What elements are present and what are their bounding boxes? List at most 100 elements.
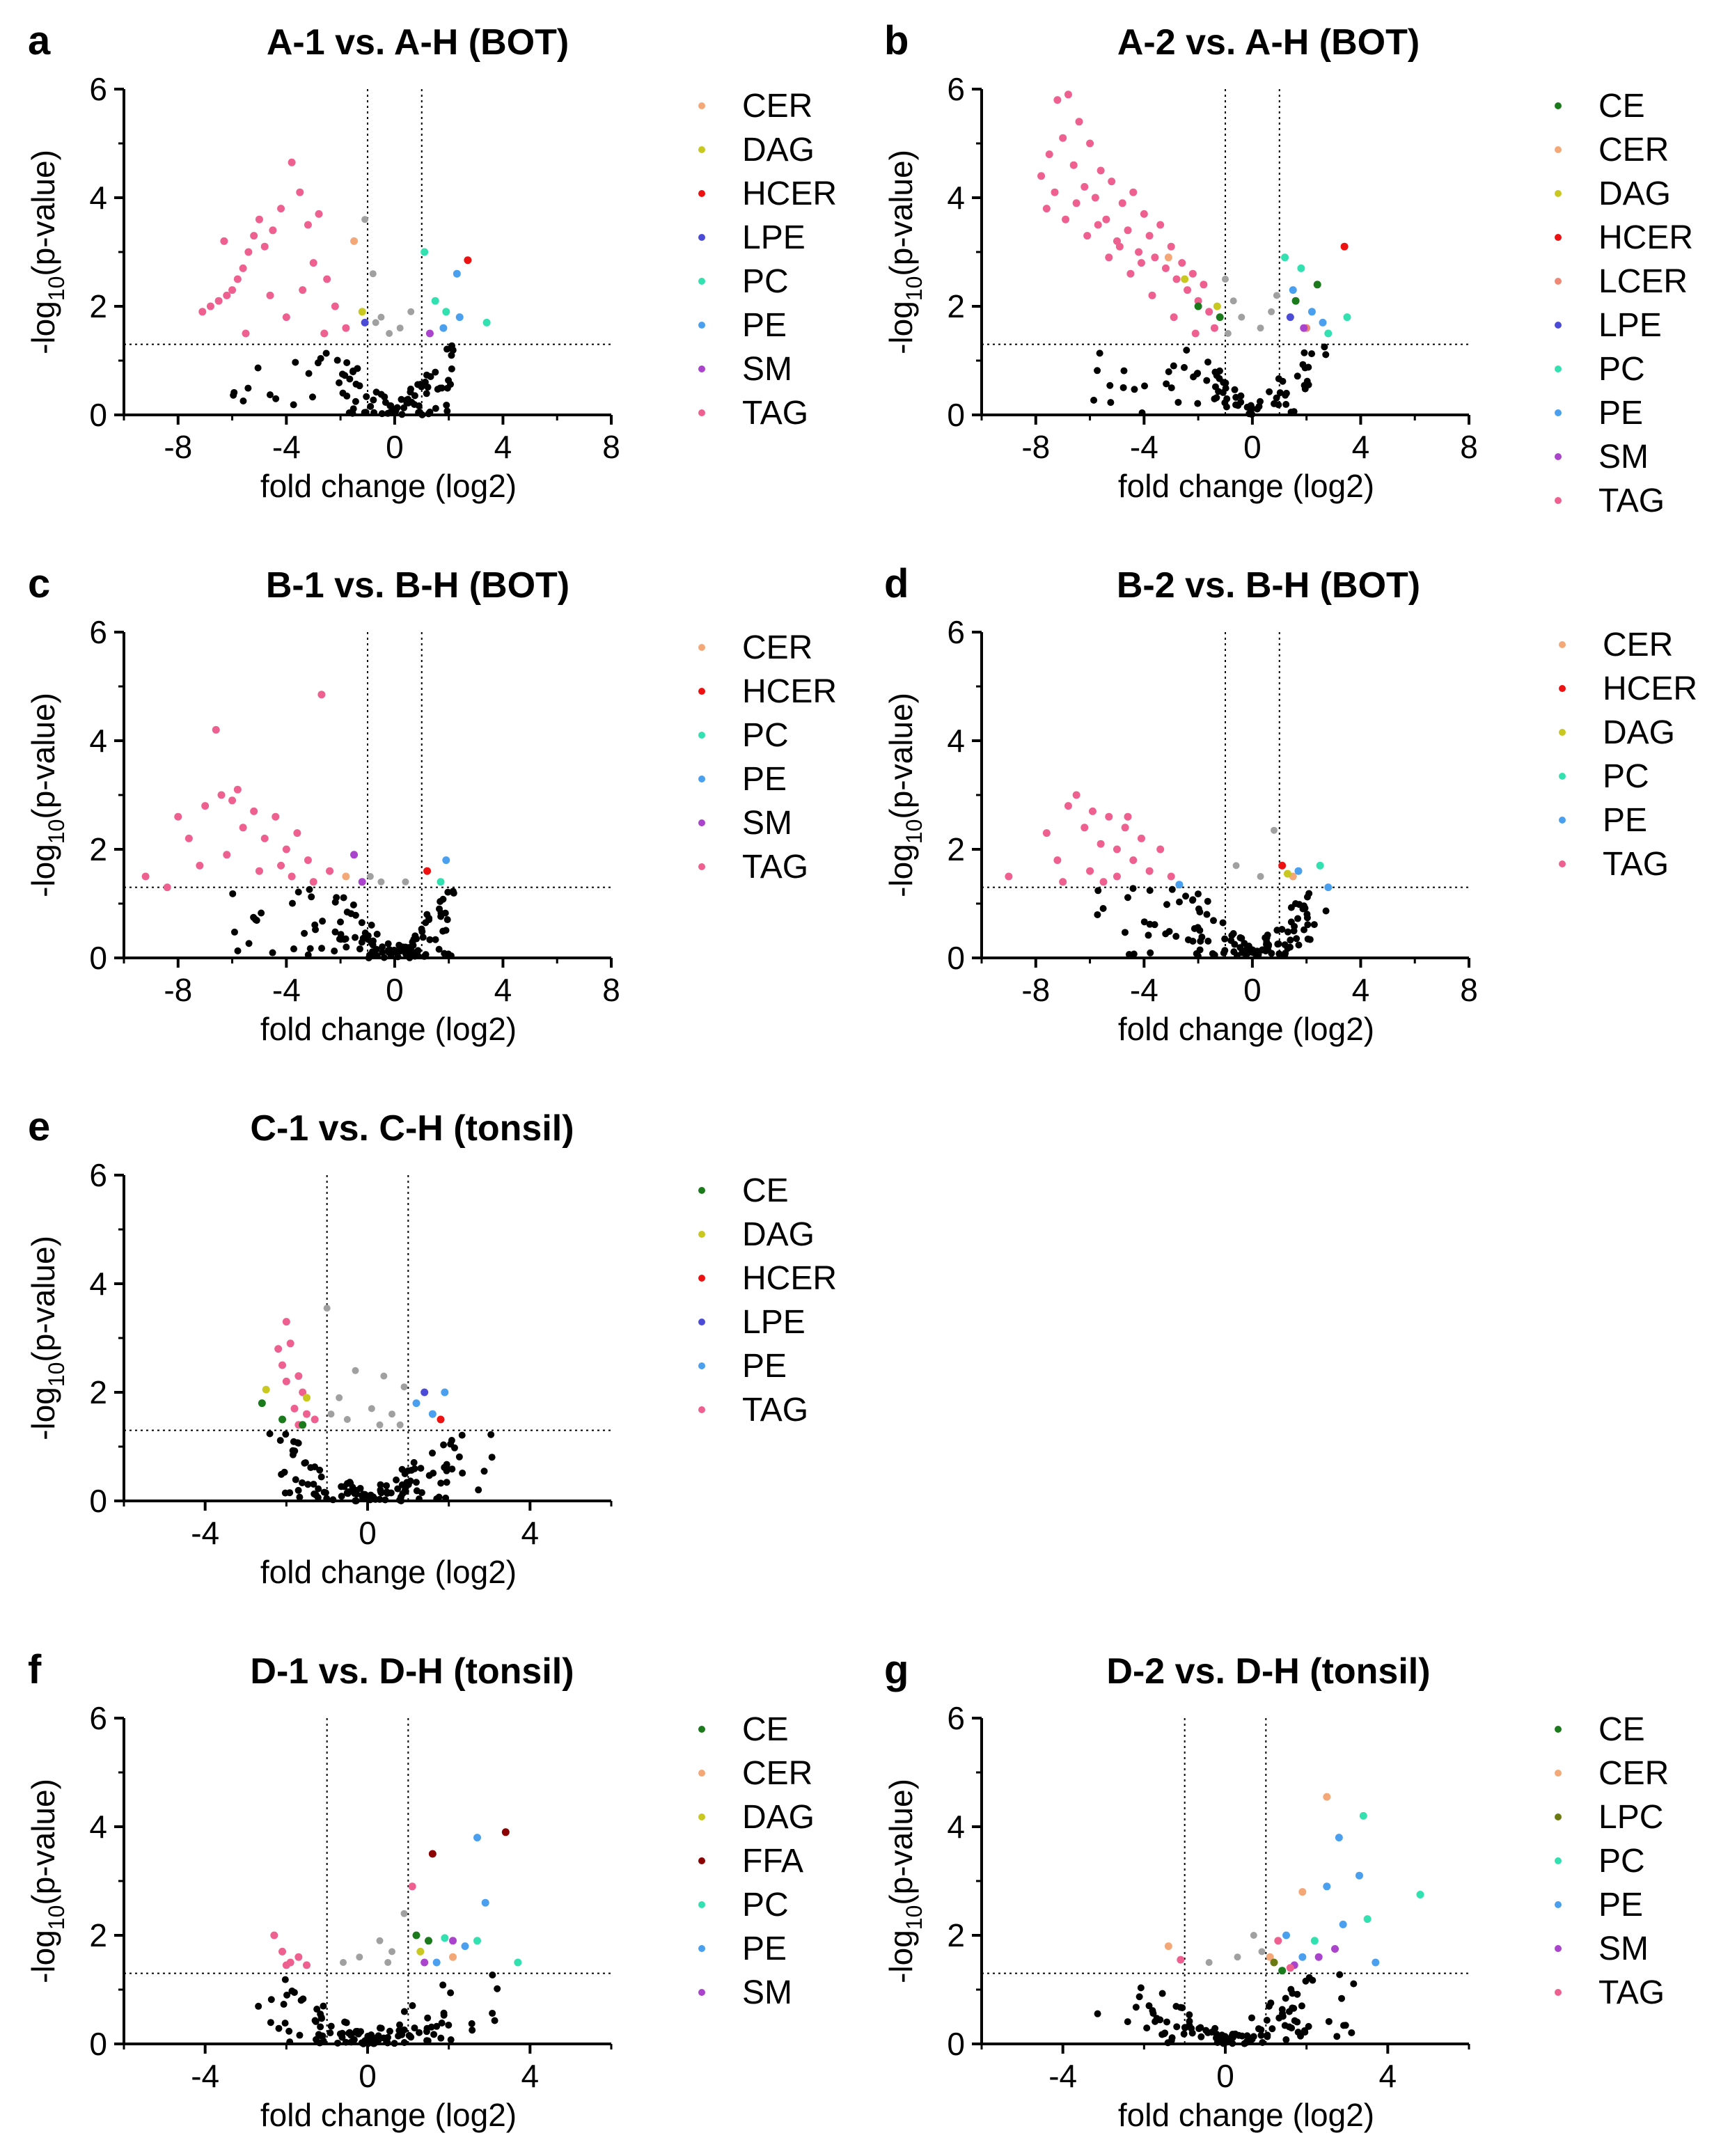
point-nonsig [1119, 384, 1127, 391]
x-tick-label: 0 [386, 429, 404, 465]
legend-marker [698, 1726, 705, 1733]
point-nonsig [1288, 2024, 1296, 2032]
point-tag [282, 1318, 290, 1326]
point-tag [290, 1404, 299, 1413]
point-tag [1129, 188, 1138, 196]
panel-a: a A-1 vs. A-H (BOT) 0 2 4 6 -8 -4 0 4 8 fold change… [25, 18, 837, 504]
point-nonsig [1271, 400, 1278, 407]
point-nonsig [411, 1465, 418, 1472]
point-nonsig [1183, 347, 1190, 354]
legend-label: DAG [1598, 175, 1671, 212]
point-pe [453, 269, 461, 278]
point-pc [437, 878, 445, 886]
point-tag [299, 286, 307, 294]
legend-marker [1555, 409, 1562, 416]
point-nonsig [443, 345, 451, 353]
point-nonsig [1124, 2018, 1131, 2026]
legend-marker [1559, 729, 1566, 736]
point-nonsig [299, 1995, 307, 2003]
y-tick-label: 0 [947, 2026, 965, 2062]
point-pe [1339, 1920, 1347, 1928]
point-tag [1124, 812, 1132, 821]
point-nonsig [1222, 379, 1229, 387]
point-small-fold [1258, 1948, 1266, 1956]
point-nonsig [318, 945, 326, 952]
point-nonsig [304, 1481, 312, 1488]
point-nonsig [349, 405, 357, 413]
y-tick-label: 6 [89, 1700, 107, 1736]
point-nonsig [1257, 2026, 1265, 2033]
legend-label: CE [1598, 1711, 1645, 1748]
legend-label: LPE [1598, 307, 1662, 344]
point-ce [1313, 281, 1321, 289]
x-axis-label: fold change (log2) [1118, 2097, 1374, 2133]
point-nonsig [1273, 927, 1281, 934]
point-nonsig [305, 370, 313, 377]
point-pc [1363, 1915, 1372, 1923]
point-tag [1200, 281, 1208, 289]
point-nonsig [1273, 394, 1280, 402]
point-pe [441, 1388, 449, 1396]
point-small-fold [400, 1910, 408, 1917]
point-small-fold [377, 313, 385, 321]
point-nonsig [1194, 890, 1202, 898]
legend-label: PE [742, 1348, 787, 1385]
point-nonsig [281, 2020, 289, 2027]
point-small-fold [396, 1421, 404, 1429]
point-nonsig [337, 936, 345, 943]
point-cer [1266, 1953, 1274, 1961]
x-tick-label: 8 [1460, 972, 1478, 1008]
legend-label: CER [742, 629, 812, 666]
y-tick-label: 2 [89, 831, 107, 867]
point-nonsig [373, 952, 381, 959]
point-pe [442, 856, 450, 865]
panel-letter: c [28, 561, 50, 606]
point-nonsig [1107, 399, 1115, 407]
x-tick-label: 0 [1243, 972, 1262, 1008]
x-tick-label: -4 [191, 1515, 219, 1551]
point-nonsig [1124, 894, 1131, 902]
point-tag [294, 1372, 303, 1380]
point-nonsig [487, 1431, 495, 1438]
point-nonsig [377, 1486, 384, 1494]
y-tick-label: 2 [89, 1917, 107, 1953]
point-tag [1191, 329, 1200, 338]
point-nonsig [1137, 1984, 1145, 1992]
point-nonsig [1221, 947, 1229, 954]
point-nonsig [448, 1465, 456, 1473]
point-pe [412, 1399, 421, 1408]
point-nonsig [380, 954, 388, 961]
legend-marker [1555, 190, 1562, 197]
point-nonsig [443, 401, 450, 409]
point-nonsig [392, 947, 400, 955]
point-nonsig [1204, 897, 1211, 905]
point-nonsig [423, 390, 430, 398]
point-pe [455, 313, 464, 322]
point-nonsig [459, 1470, 466, 1477]
point-tag [342, 324, 350, 332]
point-nonsig [443, 1479, 450, 1486]
point-nonsig [363, 1493, 370, 1501]
point-tag [1069, 161, 1078, 169]
point-nonsig [489, 2009, 496, 2017]
legend-label: TAG [742, 849, 808, 886]
x-tick-label: -4 [191, 2058, 219, 2094]
point-nonsig [308, 893, 315, 901]
point-nonsig [494, 1985, 501, 1992]
point-nonsig [377, 1481, 384, 1488]
point-nonsig [1257, 2031, 1265, 2039]
point-nonsig [1310, 921, 1318, 929]
point-tag [1126, 269, 1135, 278]
point-nonsig [448, 342, 456, 349]
point-tag [223, 851, 231, 859]
point-nonsig [429, 1449, 437, 1457]
point-nonsig [443, 916, 451, 924]
legend: CER HCER PC PE SM TAG [698, 629, 837, 886]
point-nonsig [410, 936, 418, 943]
point-nonsig [400, 404, 408, 411]
legend-label: LCER [1598, 263, 1688, 300]
point-nonsig [275, 2024, 283, 2032]
point-nonsig [352, 934, 359, 941]
point-nonsig [304, 951, 312, 959]
